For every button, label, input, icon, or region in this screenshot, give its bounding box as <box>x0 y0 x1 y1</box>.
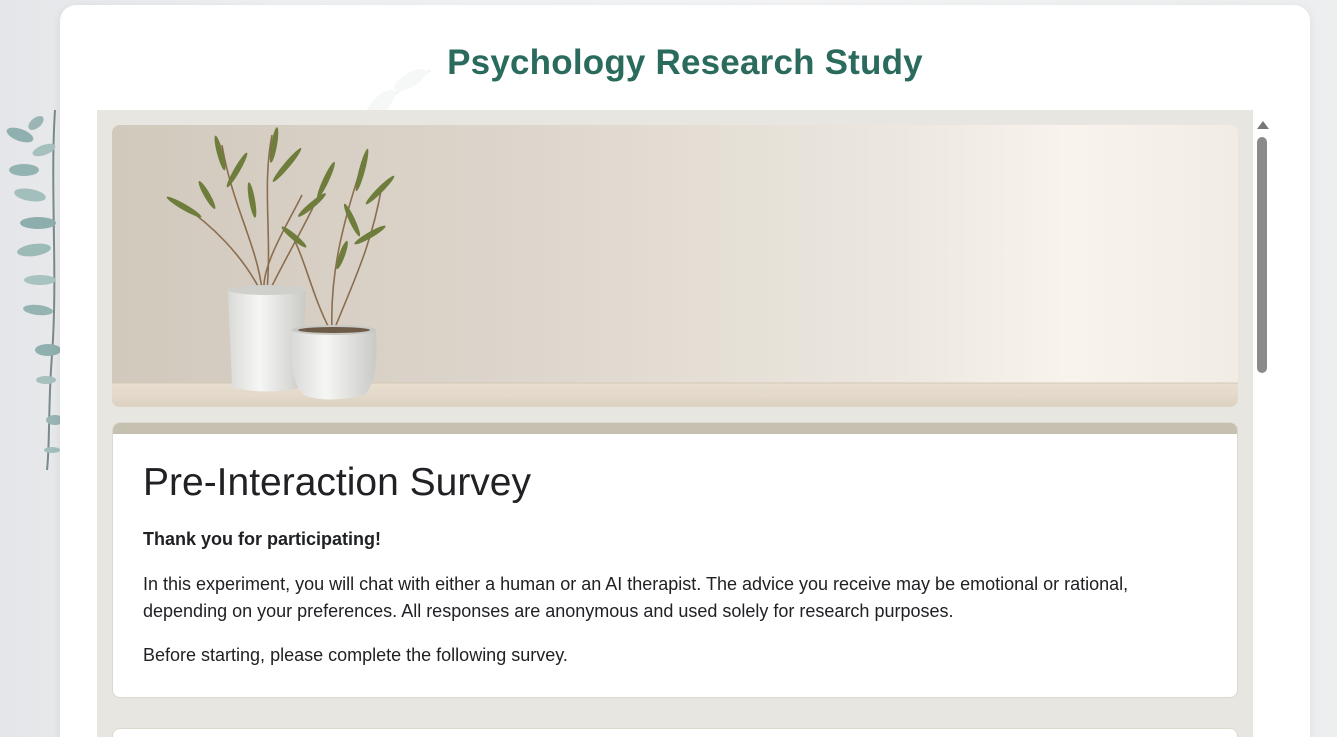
banner-image <box>112 125 1238 407</box>
next-question-card <box>112 728 1238 737</box>
instructions-text: Before starting, please complete the fol… <box>143 645 568 665</box>
survey-title: Pre-Interaction Survey <box>143 461 532 504</box>
scrollbar[interactable] <box>1255 115 1269 737</box>
page-title: Psychology Research Study <box>447 43 923 82</box>
card-accent-bar <box>113 423 1237 434</box>
survey-intro-card: Pre-Interaction Survey Thank you for par… <box>112 422 1238 698</box>
scroll-up-arrow-icon[interactable] <box>1257 121 1269 129</box>
main-container: Psychology Research Study <box>60 5 1310 737</box>
intro-text: In this experiment, you will chat with e… <box>143 574 1129 621</box>
scrollbar-thumb[interactable] <box>1257 137 1267 373</box>
content-scroll-area: Pre-Interaction Survey Thank you for par… <box>97 110 1253 737</box>
plant-banner-image-icon <box>112 125 1238 407</box>
decorative-plant-icon <box>6 109 64 471</box>
thanks-text: Thank you for participating! <box>143 529 382 549</box>
